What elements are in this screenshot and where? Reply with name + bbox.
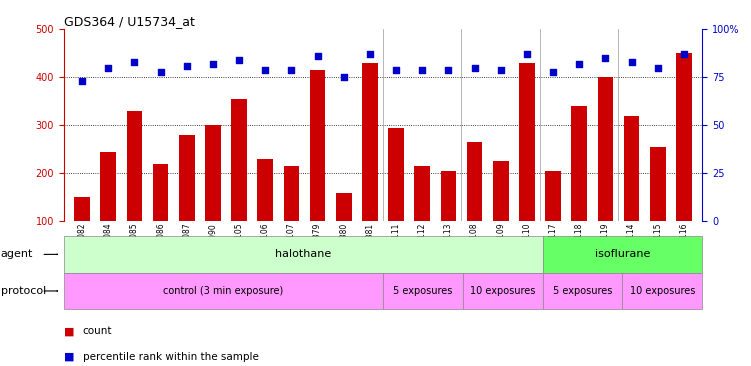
- Bar: [309, 70, 325, 269]
- Text: 5 exposures: 5 exposures: [394, 286, 453, 296]
- Point: [547, 69, 559, 75]
- Text: protocol: protocol: [1, 286, 46, 296]
- Point: [102, 65, 114, 71]
- Point: [128, 59, 140, 65]
- Point: [285, 67, 297, 72]
- Point: [155, 69, 167, 75]
- Bar: [101, 152, 116, 269]
- Text: control (3 min exposure): control (3 min exposure): [163, 286, 284, 296]
- Bar: [284, 166, 300, 269]
- Bar: [598, 77, 614, 269]
- Text: 10 exposures: 10 exposures: [629, 286, 695, 296]
- Bar: [152, 164, 168, 269]
- Point: [390, 67, 402, 72]
- Point: [652, 65, 664, 71]
- Text: ■: ■: [64, 352, 74, 362]
- Point: [495, 67, 507, 72]
- Text: GDS364 / U15734_at: GDS364 / U15734_at: [64, 15, 195, 28]
- Point: [442, 67, 454, 72]
- Point: [233, 57, 245, 63]
- Point: [521, 51, 533, 57]
- Bar: [179, 135, 195, 269]
- Bar: [466, 142, 482, 269]
- Point: [469, 65, 481, 71]
- Bar: [623, 116, 639, 269]
- Text: percentile rank within the sample: percentile rank within the sample: [83, 352, 258, 362]
- Bar: [231, 99, 247, 269]
- Point: [416, 67, 428, 72]
- Bar: [463, 273, 543, 309]
- Bar: [519, 63, 535, 269]
- Bar: [383, 273, 463, 309]
- Point: [312, 53, 324, 59]
- Point: [207, 61, 219, 67]
- Bar: [545, 171, 561, 269]
- Bar: [258, 159, 273, 269]
- Bar: [676, 53, 692, 269]
- Bar: [64, 273, 383, 309]
- Bar: [127, 111, 143, 269]
- Bar: [623, 273, 702, 309]
- Text: isoflurane: isoflurane: [595, 249, 650, 259]
- Point: [678, 51, 690, 57]
- Bar: [205, 125, 221, 269]
- Bar: [74, 197, 90, 269]
- Bar: [64, 236, 542, 273]
- Text: 10 exposures: 10 exposures: [470, 286, 535, 296]
- Point: [259, 67, 271, 72]
- Bar: [415, 166, 430, 269]
- Bar: [362, 63, 378, 269]
- Point: [626, 59, 638, 65]
- Point: [338, 74, 350, 80]
- Bar: [650, 147, 665, 269]
- Bar: [542, 236, 702, 273]
- Point: [599, 55, 611, 61]
- Point: [573, 61, 585, 67]
- Point: [364, 51, 376, 57]
- Text: count: count: [83, 326, 112, 336]
- Text: agent: agent: [1, 249, 33, 259]
- Bar: [388, 128, 404, 269]
- Point: [76, 78, 88, 84]
- Text: 5 exposures: 5 exposures: [553, 286, 612, 296]
- Bar: [336, 193, 351, 269]
- Bar: [572, 106, 587, 269]
- Text: halothane: halothane: [275, 249, 331, 259]
- Point: [181, 63, 193, 69]
- Text: ■: ■: [64, 326, 74, 336]
- Bar: [441, 171, 457, 269]
- Bar: [542, 273, 623, 309]
- Bar: [493, 161, 508, 269]
